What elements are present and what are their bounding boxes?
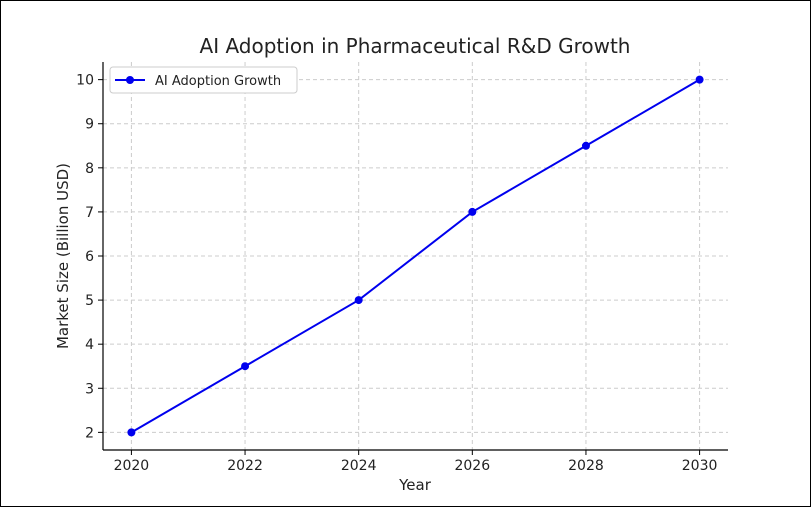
y-tick-label: 2 (85, 425, 94, 441)
x-tick-label: 2028 (568, 458, 604, 474)
x-tick-label: 2020 (114, 458, 150, 474)
data-point (468, 207, 477, 216)
y-tick-label: 3 (85, 381, 94, 397)
x-tick-label: 2022 (227, 458, 263, 474)
x-tick-label: 2024 (341, 458, 377, 474)
data-point (354, 296, 363, 305)
data-point (127, 428, 136, 437)
y-tick-label: 6 (85, 249, 94, 265)
x-axis-label: Year (398, 476, 432, 494)
legend-label: AI Adoption Growth (155, 74, 281, 89)
legend: AI Adoption Growth (109, 66, 298, 94)
series-line (130, 78, 701, 434)
x-tick-label: 2030 (682, 458, 718, 474)
data-point (241, 362, 250, 371)
y-axis-label: Market Size (Billion USD) (54, 163, 72, 349)
y-tick-label: 8 (85, 161, 94, 177)
y-tick-label: 5 (85, 293, 94, 309)
legend-marker (126, 76, 134, 84)
y-tick-label: 9 (85, 117, 94, 133)
data-point (581, 141, 590, 150)
y-tick-label: 4 (85, 337, 94, 353)
x-tick-label: 2026 (454, 458, 490, 474)
data-point (695, 75, 704, 84)
y-tick-label: 10 (76, 73, 94, 89)
y-tick-label: 7 (85, 205, 94, 221)
chart-title: AI Adoption in Pharmaceutical R&D Growth (200, 34, 631, 58)
